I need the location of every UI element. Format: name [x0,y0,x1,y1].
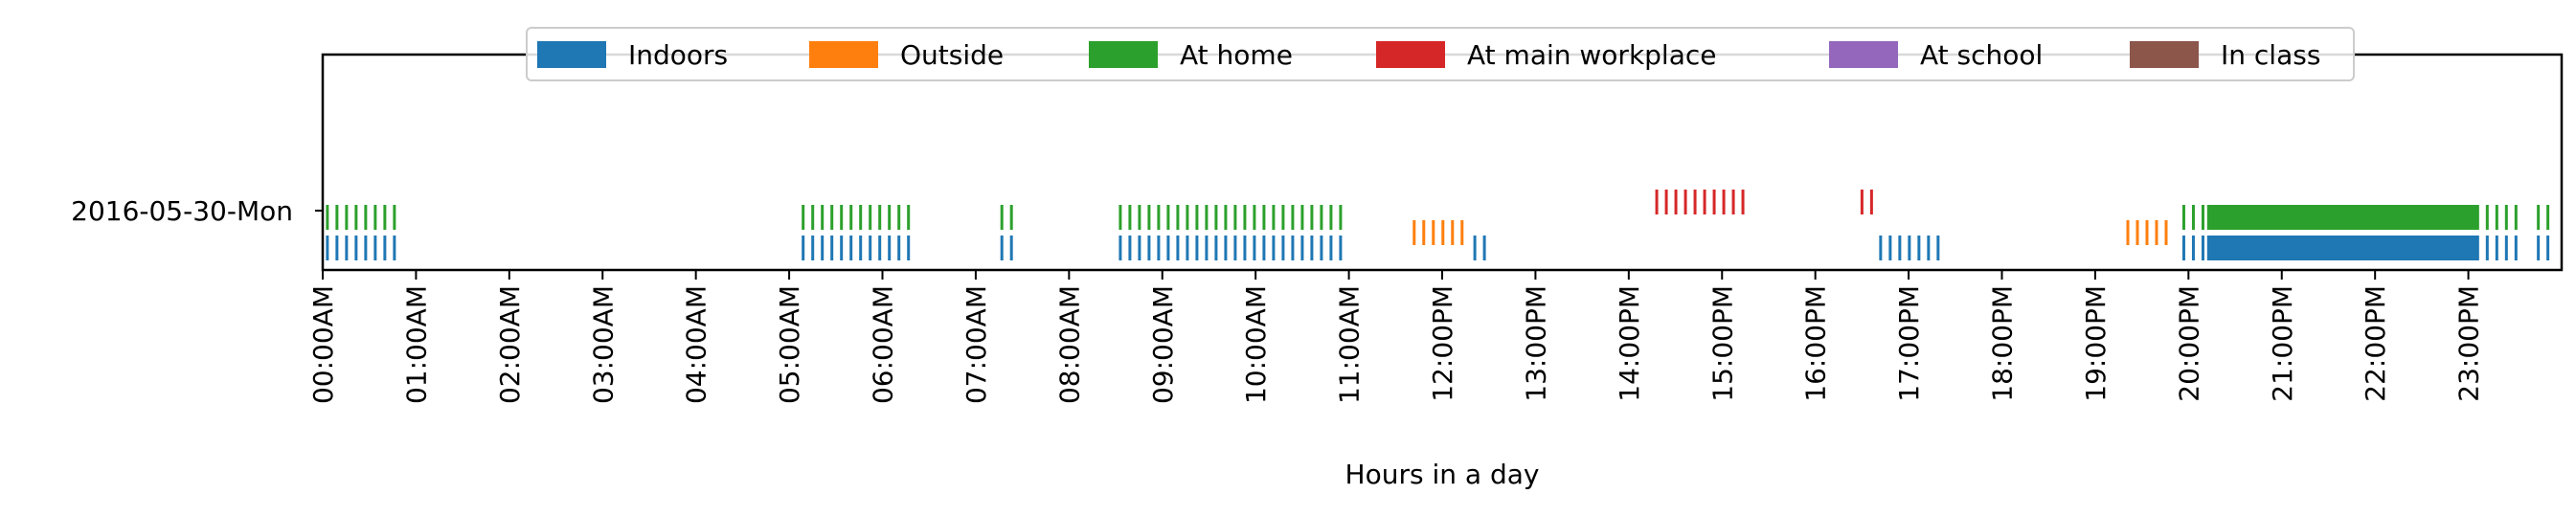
x-tick-label: 22:00PM [2360,285,2391,402]
legend-label: Outside [900,39,1004,71]
x-tick-label: 03:00AM [587,285,619,404]
y-tick-label: 2016-05-30-Mon [71,195,293,227]
x-tick-label: 16:00PM [1800,285,1832,402]
y-axis: 2016-05-30-Mon [71,195,323,227]
x-tick-label: 04:00AM [681,285,712,404]
x-tick-label: 17:00PM [1893,285,1925,402]
x-tick-label: 13:00PM [1520,285,1551,402]
x-tick-label: 09:00AM [1147,285,1179,404]
plot-area [321,53,2564,272]
x-tick-label: 12:00PM [1427,285,1458,402]
x-tick-label: 15:00PM [1706,285,1738,402]
legend-swatch [1376,41,1445,68]
x-tick-label: 10:00AM [1240,285,1272,404]
legend-swatch [1829,41,1898,68]
legend-label: In class [2221,39,2320,71]
x-tick-label: 21:00PM [2267,285,2298,402]
x-tick-label: 05:00AM [774,285,805,404]
x-tick-label: 23:00PM [2453,285,2485,402]
legend-swatch [537,41,606,68]
x-tick-label: 19:00PM [2080,285,2112,402]
x-tick-label: 07:00AM [960,285,992,404]
x-axis: 00:00AM 01:00AM 02:00AM 03:00AM 04:00AM 05:00… [307,270,2485,404]
x-tick-label: 18:00PM [1987,285,2019,402]
legend-swatch [2130,41,2199,68]
x-tick-label: 02:00AM [494,285,526,404]
legend: Indoors Outside At home At main workplace At… [526,27,2355,81]
x-tick-label: 06:00AM [868,285,899,404]
x-tick-label: 11:00AM [1334,285,1366,404]
legend-label: At home [1180,39,1293,71]
timeline-marks [326,190,2550,260]
legend-swatch [809,41,878,68]
interval-indoors [2206,236,2478,260]
x-tick-label: 20:00PM [2173,285,2204,402]
legend-label: At main workplace [1467,39,1717,71]
interval-at-home [2206,205,2478,230]
x-tick-label: 08:00AM [1053,285,1085,404]
x-tick-label: 01:00AM [400,285,432,404]
x-tick-label: 00:00AM [307,285,339,404]
legend-label: At school [1920,39,2043,71]
x-tick-label: 14:00PM [1614,285,1645,402]
x-axis-label: Hours in a day [1345,459,1540,490]
legend-swatch [1089,41,1158,68]
legend-label: Indoors [628,39,728,71]
